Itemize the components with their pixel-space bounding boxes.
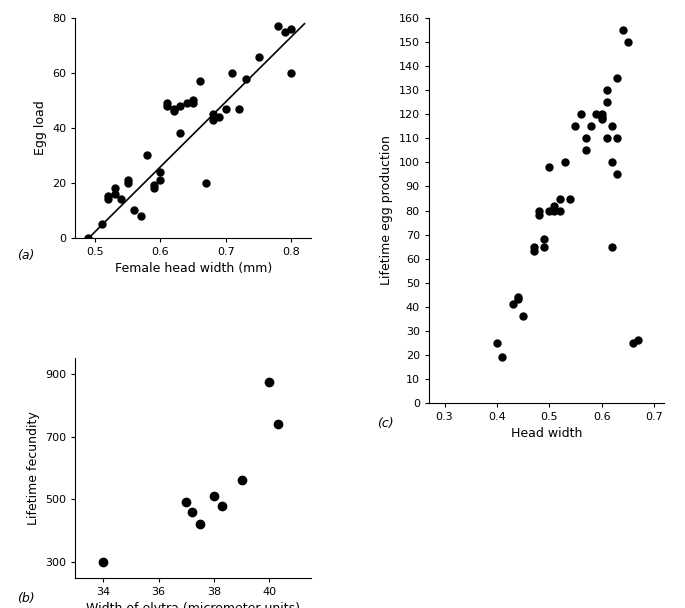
Y-axis label: Lifetime fecundity: Lifetime fecundity — [27, 411, 40, 525]
Point — [175, 128, 186, 138]
Point — [586, 122, 597, 131]
Point — [116, 195, 127, 204]
Point — [554, 206, 565, 215]
Point — [534, 210, 545, 220]
Point — [149, 184, 160, 193]
Point — [534, 206, 545, 215]
Point — [195, 519, 206, 529]
Point — [612, 74, 623, 83]
Point — [580, 145, 591, 155]
Point — [596, 109, 607, 119]
Point — [97, 557, 108, 567]
Point — [512, 292, 523, 302]
Point — [549, 206, 560, 215]
Point — [607, 122, 618, 131]
Point — [601, 86, 612, 95]
Point — [129, 206, 140, 215]
Point — [564, 193, 575, 203]
Point — [227, 68, 238, 78]
Point — [596, 114, 607, 124]
Point — [214, 112, 225, 122]
Point — [168, 106, 179, 116]
Point — [168, 104, 179, 114]
Point — [633, 336, 644, 345]
Point — [612, 134, 623, 143]
Point — [109, 189, 120, 199]
Point — [236, 475, 247, 485]
Point — [188, 95, 199, 105]
Point — [103, 195, 114, 204]
Point — [149, 181, 160, 190]
Point — [491, 338, 502, 348]
Point — [286, 68, 297, 78]
Point — [208, 109, 219, 119]
Point — [286, 24, 297, 34]
Point — [264, 377, 275, 387]
Point — [273, 22, 284, 32]
Point — [601, 97, 612, 107]
Point — [570, 122, 581, 131]
Point — [240, 74, 251, 83]
Point — [538, 242, 549, 252]
Point — [544, 162, 555, 172]
Point — [175, 101, 186, 111]
Point — [497, 352, 508, 362]
Point — [208, 115, 219, 125]
Point — [591, 109, 602, 119]
Point — [253, 52, 264, 61]
Point — [201, 178, 212, 188]
Point — [122, 178, 133, 188]
Point — [195, 77, 206, 86]
Y-axis label: Egg load: Egg load — [34, 100, 47, 155]
Point — [221, 104, 232, 114]
Point — [512, 295, 523, 305]
Text: (a): (a) — [17, 249, 34, 262]
Point — [549, 201, 560, 210]
Point — [580, 134, 591, 143]
Point — [596, 112, 607, 122]
Point — [622, 38, 633, 47]
Point — [155, 175, 166, 185]
Point — [575, 109, 586, 119]
Point — [538, 235, 549, 244]
Point — [103, 192, 114, 201]
Point — [162, 101, 173, 111]
Y-axis label: Lifetime egg production: Lifetime egg production — [380, 136, 393, 286]
Point — [528, 242, 539, 252]
Point — [109, 184, 120, 193]
Point — [181, 497, 192, 507]
Point — [181, 98, 192, 108]
Point — [607, 242, 618, 252]
Point — [142, 150, 153, 160]
Text: (c): (c) — [377, 417, 394, 430]
Point — [216, 500, 227, 510]
Point — [528, 246, 539, 256]
Point — [234, 104, 245, 114]
Point — [96, 219, 107, 229]
Point — [122, 175, 133, 185]
Point — [162, 98, 173, 108]
X-axis label: Head width: Head width — [511, 427, 582, 440]
Point — [554, 193, 565, 203]
Point — [617, 26, 628, 35]
Point — [607, 157, 618, 167]
Point — [544, 206, 555, 215]
Point — [612, 170, 623, 179]
Point — [83, 233, 94, 243]
Point — [188, 98, 199, 108]
Point — [186, 507, 197, 517]
Text: (b): (b) — [17, 592, 35, 605]
Point — [155, 167, 166, 177]
Point — [518, 311, 529, 321]
Point — [208, 491, 219, 501]
Point — [627, 338, 638, 348]
X-axis label: Width of elytra (micrometer units): Width of elytra (micrometer units) — [86, 602, 300, 608]
Point — [507, 299, 518, 309]
Point — [279, 27, 290, 37]
Point — [272, 419, 283, 429]
X-axis label: Female head width (mm): Female head width (mm) — [114, 262, 272, 275]
Point — [136, 211, 147, 221]
Point — [560, 157, 571, 167]
Point — [601, 134, 612, 143]
